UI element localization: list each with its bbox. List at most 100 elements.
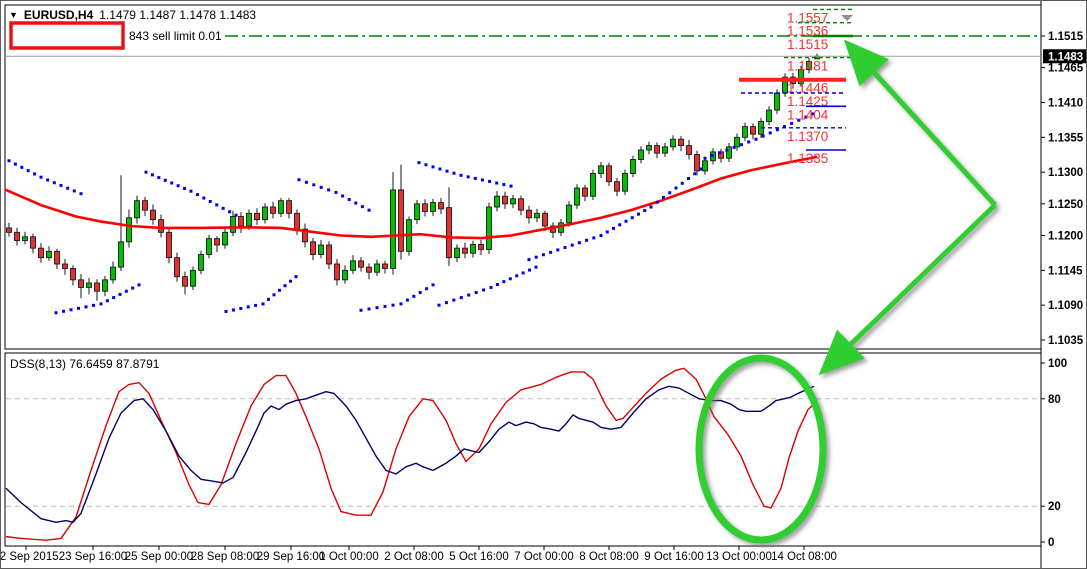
annotation-arrows[interactable] bbox=[695, 39, 997, 544]
band-dot bbox=[354, 201, 358, 205]
candle-bearish bbox=[462, 247, 468, 254]
band-dot bbox=[459, 173, 463, 177]
candle-bullish bbox=[566, 204, 572, 224]
band-dot bbox=[585, 238, 589, 242]
candle-bearish bbox=[182, 276, 188, 287]
candle-bearish bbox=[54, 250, 60, 265]
band-dot bbox=[246, 305, 250, 309]
level-price-label: 1.1425 bbox=[787, 94, 828, 109]
arrow-to-sell-limit[interactable] bbox=[843, 39, 997, 207]
band-dot bbox=[474, 291, 478, 294]
band-dot bbox=[495, 283, 499, 287]
band-dot bbox=[261, 302, 265, 306]
candle-bullish bbox=[638, 149, 644, 160]
band-dot bbox=[662, 196, 665, 199]
candle-bearish bbox=[518, 198, 524, 211]
band-dot bbox=[534, 255, 538, 259]
order-line-label[interactable]: 843 sell limit 0.01 bbox=[127, 29, 224, 43]
x-tick-label: 2 Oct 08:00 bbox=[384, 551, 443, 563]
candle-bearish bbox=[310, 241, 316, 255]
y-tick-label: 1.1090 bbox=[1048, 300, 1083, 312]
candle-bearish bbox=[502, 195, 508, 205]
band-dot bbox=[254, 303, 258, 307]
indicator-axis[interactable]: 100 80 20 0 bbox=[1041, 358, 1067, 549]
band-dot bbox=[131, 286, 135, 290]
dss-signal-line[interactable] bbox=[5, 385, 815, 524]
band-dot bbox=[563, 246, 567, 250]
band-dot bbox=[699, 167, 703, 171]
candle-bullish bbox=[494, 195, 500, 208]
band-dot bbox=[528, 268, 532, 272]
band-dot bbox=[294, 275, 298, 279]
band-dot bbox=[84, 305, 88, 309]
band-dot bbox=[754, 137, 758, 141]
candle-bullish bbox=[430, 202, 436, 212]
band-dot bbox=[399, 302, 403, 306]
band-dot bbox=[13, 162, 17, 166]
candle-bearish bbox=[174, 257, 180, 278]
band-dot bbox=[612, 226, 615, 230]
candle-bearish bbox=[334, 263, 340, 281]
band-dot bbox=[33, 172, 37, 176]
band-dot bbox=[20, 165, 24, 169]
band-dot bbox=[599, 234, 603, 237]
band-dot bbox=[618, 223, 622, 227]
candle-bullish bbox=[110, 266, 116, 281]
band-dot bbox=[157, 176, 161, 180]
band-dot bbox=[431, 165, 435, 169]
quote-ohlc-label: 1.1479 1.1487 1.1478 1.1483 bbox=[99, 8, 257, 22]
chart-title-row: ▼ EURUSD,H4 1.1479 1.1487 1.1478 1.1483 bbox=[9, 8, 256, 22]
band-dot bbox=[637, 212, 640, 216]
candle-bullish bbox=[470, 243, 476, 254]
band-dot bbox=[297, 178, 301, 182]
chart-shift-marker-icon[interactable] bbox=[841, 15, 853, 21]
candle-bearish bbox=[326, 244, 332, 265]
band-dot bbox=[718, 151, 722, 155]
band-dot bbox=[62, 309, 65, 313]
y-tick-label: 1.1515 bbox=[1048, 31, 1084, 43]
moving-average-line[interactable] bbox=[4, 155, 818, 240]
band-dot bbox=[391, 303, 395, 307]
collapse-triangle-icon[interactable]: ▼ bbox=[9, 9, 18, 20]
x-tick-label: 25 Sep 00:00 bbox=[125, 551, 193, 563]
band-dot bbox=[739, 143, 743, 147]
candle-bullish bbox=[646, 145, 652, 151]
divergence-ellipse[interactable] bbox=[695, 354, 827, 544]
band-dot bbox=[234, 213, 238, 217]
band-dot bbox=[489, 285, 493, 289]
x-tick-label: 28 Sep 08:00 bbox=[191, 551, 259, 563]
arrow-to-dss[interactable] bbox=[818, 203, 997, 376]
candle-bearish bbox=[438, 202, 444, 210]
candle-bullish bbox=[726, 146, 732, 159]
price-axis[interactable]: 1.1515 1.1465 1.1410 1.1355 1.1300 1.1250 1.12… bbox=[1041, 31, 1087, 347]
band-dot bbox=[710, 154, 714, 158]
x-tick-label: 8 Oct 08:00 bbox=[579, 551, 638, 563]
candle-bullish bbox=[134, 200, 140, 219]
x-tick-label: 23 Sep 16:00 bbox=[59, 551, 127, 563]
x-tick-label: 9 Oct 16:00 bbox=[644, 551, 703, 563]
band-dot bbox=[72, 189, 76, 193]
band-dot bbox=[7, 159, 11, 163]
candle-bearish bbox=[686, 145, 692, 155]
candle-bearish bbox=[254, 212, 260, 221]
candle-bullish bbox=[534, 212, 540, 219]
band-dot bbox=[46, 178, 50, 182]
band-dot bbox=[768, 131, 772, 135]
redaction-rectangle[interactable] bbox=[9, 21, 125, 50]
band-dot bbox=[703, 156, 707, 160]
indicator-panel[interactable] bbox=[4, 352, 1042, 547]
candle-bullish bbox=[766, 109, 772, 122]
candle-bullish bbox=[806, 60, 812, 71]
candle-bullish bbox=[390, 189, 396, 269]
candle-bearish bbox=[358, 260, 364, 268]
symbol-period-label: EURUSD,H4 bbox=[23, 8, 94, 22]
band-dot bbox=[26, 169, 30, 173]
candle-bearish bbox=[94, 282, 100, 292]
band-dot bbox=[183, 186, 187, 190]
band-dot bbox=[790, 121, 794, 125]
band-dot bbox=[77, 306, 80, 310]
band-dot bbox=[649, 205, 653, 209]
